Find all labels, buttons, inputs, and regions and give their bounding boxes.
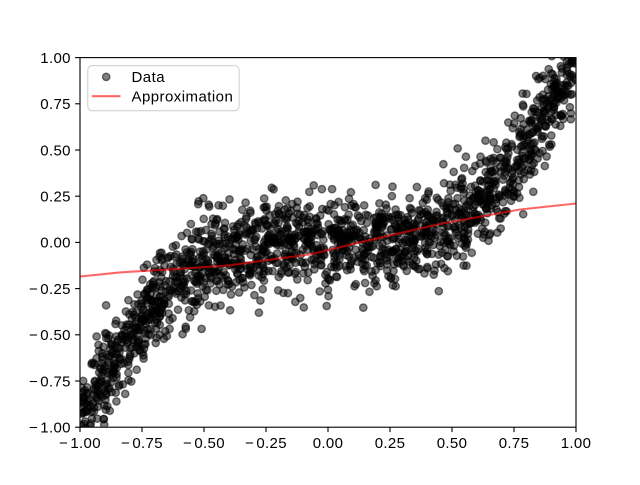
svg-text:−0.25: −0.25 <box>29 281 71 298</box>
svg-text:0.00: 0.00 <box>313 435 344 452</box>
svg-text:0.00: 0.00 <box>40 235 71 252</box>
svg-text:0.50: 0.50 <box>437 435 468 452</box>
svg-text:Data: Data <box>132 69 166 86</box>
svg-text:Approximation: Approximation <box>132 89 234 106</box>
svg-text:0.75: 0.75 <box>40 96 71 113</box>
svg-text:−0.25: −0.25 <box>245 435 287 452</box>
svg-text:1.00: 1.00 <box>561 435 592 452</box>
svg-text:0.25: 0.25 <box>40 189 71 206</box>
svg-text:0.50: 0.50 <box>40 142 71 159</box>
svg-text:0.75: 0.75 <box>499 435 530 452</box>
svg-text:1.00: 1.00 <box>40 50 71 67</box>
svg-text:−1.00: −1.00 <box>29 420 71 437</box>
svg-text:0.25: 0.25 <box>375 435 406 452</box>
svg-text:−0.50: −0.50 <box>29 327 71 344</box>
svg-text:−0.75: −0.75 <box>29 373 71 390</box>
svg-text:−0.75: −0.75 <box>121 435 163 452</box>
svg-text:−0.50: −0.50 <box>183 435 225 452</box>
svg-text:−1.00: −1.00 <box>59 435 101 452</box>
